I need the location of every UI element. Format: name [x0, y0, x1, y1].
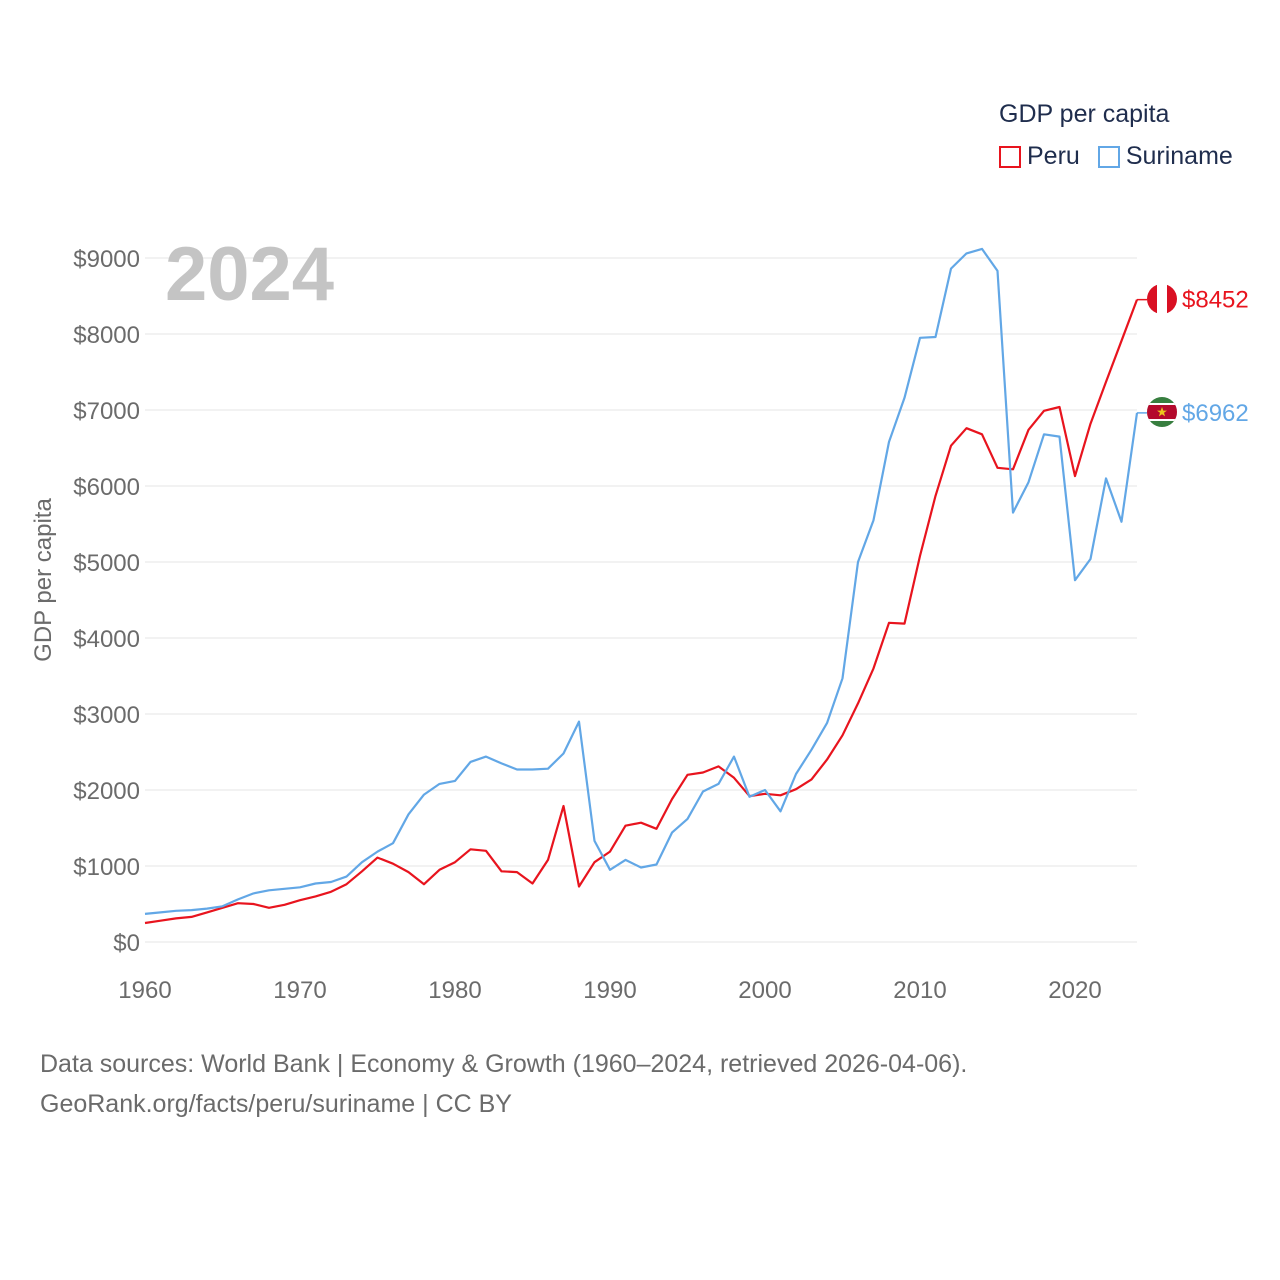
x-tick-label: 2000 [738, 977, 791, 1004]
source-line-1: Data sources: World Bank | Economy & Gro… [40, 1050, 968, 1078]
x-tick-label: 1990 [583, 977, 636, 1004]
end-label-peru: $8452 [1182, 287, 1249, 314]
x-tick-label: 2010 [893, 977, 946, 1004]
grid-lines [145, 257, 1137, 943]
legend: Peru Suriname [999, 142, 1251, 171]
source-line-2: GeoRank.org/facts/peru/suriname | CC BY [40, 1090, 512, 1118]
series-lines [144, 247, 1139, 925]
x-tick-label: 1970 [273, 977, 326, 1004]
y-tick-label: $1000 [73, 854, 140, 881]
x-tick-label: 2020 [1048, 977, 1101, 1004]
series-end-labels: $8452 $6962 [1137, 287, 1249, 427]
suriname-flag-icon [1147, 397, 1177, 427]
y-tick-label: $5000 [73, 550, 140, 577]
data-source-note: Data sources: World Bank | Economy & Gro… [40, 1044, 967, 1124]
y-tick-label: $2000 [73, 778, 140, 805]
legend-title: GDP per capita [999, 100, 1170, 128]
end-label-suriname: $6962 [1182, 400, 1249, 427]
series-line-suriname [144, 247, 1139, 915]
legend-swatch-suriname [1097, 145, 1120, 168]
y-tick-label: $3000 [73, 702, 140, 729]
legend-swatch-peru [999, 145, 1021, 168]
peru-flag-icon [1147, 284, 1177, 314]
current-year-label: 2024 [165, 232, 334, 317]
legend-item-suriname[interactable]: Suriname [1097, 142, 1233, 171]
legend-label-suriname: Suriname [1125, 142, 1233, 170]
legend-item-peru[interactable]: Peru [999, 142, 1080, 171]
x-axis-ticks: 1960 1970 1980 1990 2000 2010 2020 [118, 977, 1101, 1004]
y-axis-title: GDP per capita [30, 498, 57, 662]
y-tick-label: $6000 [73, 474, 140, 501]
y-tick-label: $0 [113, 930, 140, 957]
y-tick-label: $9000 [73, 246, 140, 273]
x-tick-label: 1980 [428, 977, 481, 1004]
y-tick-label: $8000 [73, 322, 140, 349]
legend-label-peru: Peru [1027, 142, 1080, 170]
y-axis-ticks: $0 $1000 $2000 $3000 $4000 $5000 $6000 $7000 $80… [73, 246, 140, 957]
x-tick-label: 1960 [118, 977, 171, 1004]
series-line-peru [144, 299, 1139, 925]
y-tick-label: $4000 [73, 626, 140, 653]
y-tick-label: $7000 [73, 398, 140, 425]
